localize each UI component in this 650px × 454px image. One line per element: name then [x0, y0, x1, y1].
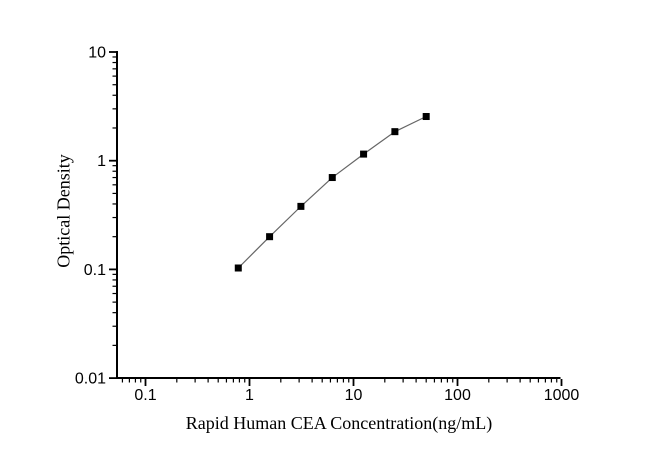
x-tick-label: 0.1 — [134, 387, 156, 404]
axis-spines — [116, 51, 561, 379]
data-point-marker — [234, 264, 242, 272]
data-point-marker — [297, 202, 305, 210]
x-tick-label: 1000 — [544, 387, 580, 404]
y-tick-label: 10 — [88, 45, 106, 62]
data-point-marker — [360, 150, 368, 158]
y-tick-label: 0.01 — [75, 371, 106, 388]
y-axis-title: Optical Density — [53, 154, 74, 268]
x-tick-label: 100 — [444, 387, 471, 404]
data-point-marker — [266, 233, 274, 241]
x-tick-label: 1 — [245, 387, 254, 404]
data-point-marker — [422, 113, 430, 121]
series-line — [237, 115, 427, 269]
data-point-marker — [391, 128, 399, 136]
x-tick-label: 10 — [345, 387, 363, 404]
y-tick-label: 0.1 — [84, 262, 106, 279]
x-axis-title: Rapid Human CEA Concentration(ng/mL) — [185, 413, 493, 433]
data-point-marker — [328, 174, 336, 182]
y-tick-label: 1 — [97, 153, 106, 170]
